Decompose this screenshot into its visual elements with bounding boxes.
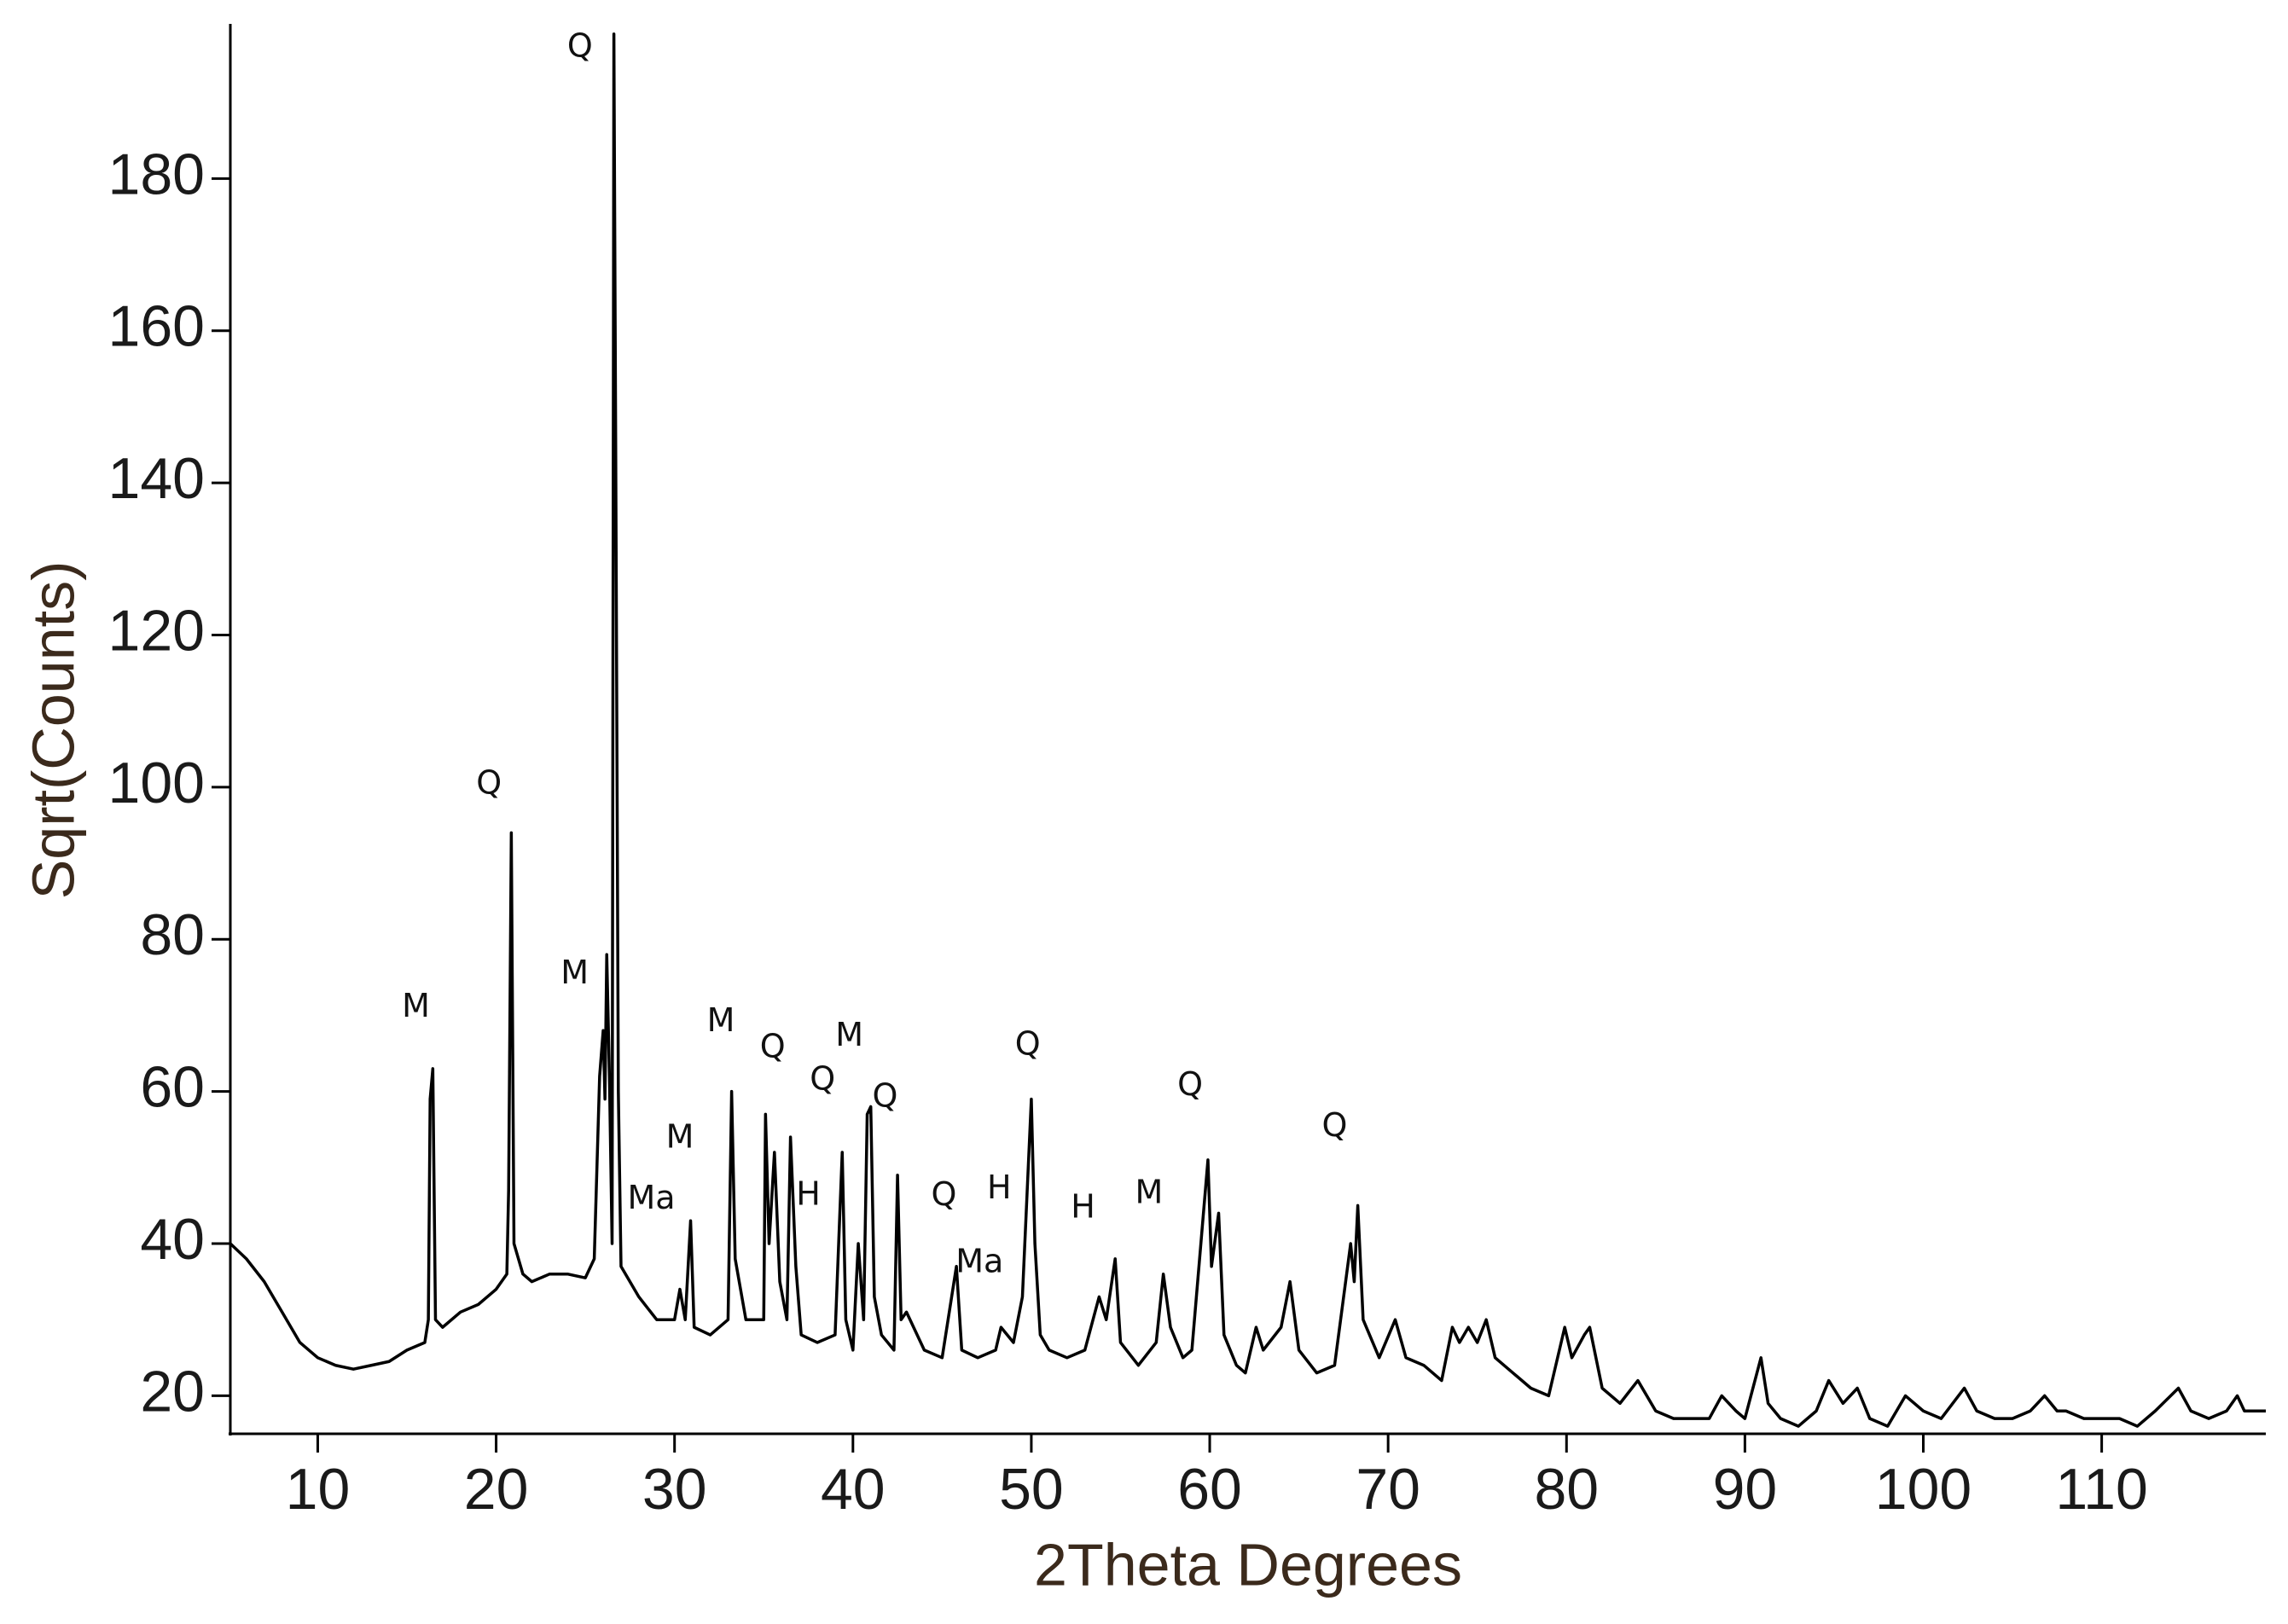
peak-label: Q bbox=[567, 26, 593, 64]
peak-label: H bbox=[796, 1174, 821, 1212]
peak-label: Q bbox=[810, 1060, 835, 1098]
peak-label: M bbox=[666, 1117, 694, 1155]
x-tick-label: 50 bbox=[999, 1457, 1064, 1522]
peak-label: M bbox=[1135, 1174, 1164, 1211]
y-tick-label: 60 bbox=[140, 1055, 205, 1120]
y-tick-label: 20 bbox=[140, 1359, 205, 1424]
y-tick-label: 140 bbox=[108, 446, 205, 511]
x-tick-label: 30 bbox=[642, 1457, 707, 1522]
pattern-line bbox=[229, 32, 2266, 1428]
x-tick-label: 60 bbox=[1177, 1457, 1242, 1522]
x-tick-label: 20 bbox=[464, 1457, 529, 1522]
y-tick-label: 120 bbox=[108, 598, 205, 663]
peak-label: H bbox=[987, 1169, 1012, 1206]
peak-label: Q bbox=[476, 764, 502, 802]
y-axis-title: Sqrt(Counts) bbox=[20, 561, 86, 900]
y-tick-label: 40 bbox=[140, 1207, 205, 1272]
x-tick-label: 90 bbox=[1713, 1457, 1778, 1522]
peak-label: Q bbox=[872, 1076, 897, 1114]
peak-label: Ma bbox=[627, 1179, 675, 1216]
x-tick-label: 80 bbox=[1534, 1457, 1599, 1522]
peak-label: Q bbox=[931, 1175, 956, 1213]
peak-label: Q bbox=[1015, 1025, 1041, 1063]
peak-label: Q bbox=[1321, 1106, 1347, 1144]
x-tick-label: 100 bbox=[1875, 1457, 1972, 1522]
y-tick-label: 80 bbox=[140, 902, 205, 967]
peak-label: Ma bbox=[955, 1243, 1003, 1280]
peak-label: M bbox=[707, 1001, 735, 1039]
peak-label: M bbox=[835, 1016, 863, 1053]
x-tick-label: 10 bbox=[286, 1457, 351, 1522]
peak-label: Q bbox=[1177, 1065, 1203, 1103]
x-axis-title: 2Theta Degrees bbox=[1034, 1531, 1462, 1598]
x-tick-label: 40 bbox=[821, 1457, 886, 1522]
y-tick-label: 100 bbox=[108, 751, 205, 815]
y-tick-label: 180 bbox=[108, 142, 205, 206]
peak-label: M bbox=[560, 954, 589, 991]
y-tick-label: 160 bbox=[108, 294, 205, 359]
x-tick-label: 110 bbox=[2055, 1457, 2147, 1522]
peak-label: Q bbox=[760, 1027, 786, 1064]
peak-label: H bbox=[1071, 1188, 1095, 1226]
x-tick-label: 70 bbox=[1356, 1457, 1420, 1522]
peak-label: M bbox=[402, 987, 430, 1024]
